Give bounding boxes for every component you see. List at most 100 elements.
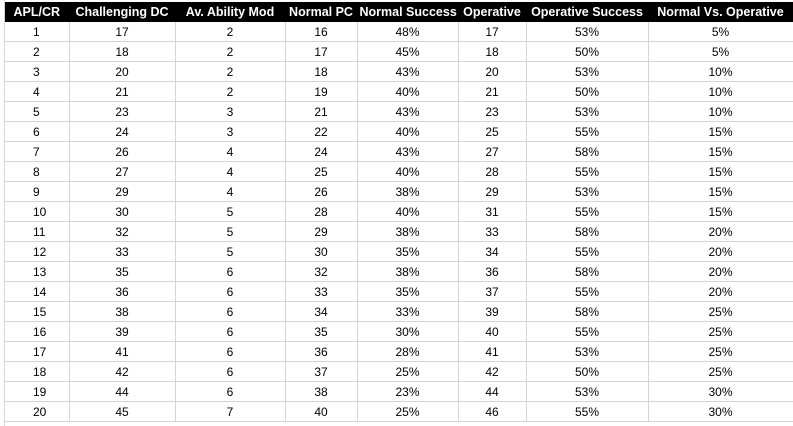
table-cell[interactable]: 58%: [526, 141, 649, 162]
table-cell[interactable]: 40%: [357, 201, 459, 222]
header-normal-success[interactable]: Normal Success: [357, 2, 459, 22]
table-cell[interactable]: 6: [175, 341, 286, 362]
table-cell[interactable]: 29: [69, 181, 176, 202]
table-cell[interactable]: 29: [285, 221, 358, 242]
table-cell[interactable]: 4: [175, 181, 286, 202]
table-cell[interactable]: 3: [5, 61, 70, 82]
table-cell[interactable]: 25%: [357, 361, 459, 382]
table-cell[interactable]: 38%: [357, 261, 459, 282]
table-cell[interactable]: 35: [69, 261, 176, 282]
table-cell[interactable]: 36: [69, 281, 176, 302]
table-cell[interactable]: 18: [285, 61, 358, 82]
table-cell[interactable]: 55%: [526, 201, 649, 222]
table-cell[interactable]: 10%: [648, 61, 793, 82]
table-cell[interactable]: 5: [175, 201, 286, 222]
table-cell[interactable]: 53%: [526, 181, 649, 202]
header-challenging-dc[interactable]: Challenging DC: [69, 2, 176, 22]
table-cell[interactable]: 42: [69, 361, 176, 382]
table-cell[interactable]: 2: [175, 81, 286, 102]
table-cell[interactable]: 6: [175, 281, 286, 302]
table-cell[interactable]: 20%: [648, 261, 793, 282]
table-cell[interactable]: 2: [5, 41, 70, 62]
table-cell[interactable]: 6: [175, 261, 286, 282]
table-cell[interactable]: 53%: [526, 341, 649, 362]
table-cell[interactable]: 30%: [648, 401, 793, 422]
table-cell[interactable]: 32: [285, 261, 358, 282]
table-cell[interactable]: 4: [175, 141, 286, 162]
table-cell[interactable]: 29: [458, 181, 527, 202]
table-cell[interactable]: 58%: [526, 301, 649, 322]
table-cell[interactable]: 3: [175, 101, 286, 122]
table-cell[interactable]: 18: [458, 41, 527, 62]
header-operative-success[interactable]: Operative Success: [526, 2, 649, 22]
table-cell[interactable]: 30%: [357, 321, 459, 342]
header-normal-vs-operative[interactable]: Normal Vs. Operative: [648, 2, 793, 22]
table-cell[interactable]: 44: [69, 381, 176, 402]
table-cell[interactable]: 17: [69, 22, 176, 42]
table-cell[interactable]: 42: [458, 361, 527, 382]
table-cell[interactable]: 25: [458, 121, 527, 142]
table-cell[interactable]: 40%: [357, 161, 459, 182]
table-cell[interactable]: 35%: [357, 281, 459, 302]
table-cell[interactable]: 15%: [648, 201, 793, 222]
table-cell[interactable]: 5%: [648, 41, 793, 62]
table-cell[interactable]: 44: [458, 381, 527, 402]
table-cell[interactable]: 6: [175, 381, 286, 402]
table-cell[interactable]: 27: [458, 141, 527, 162]
table-cell[interactable]: 5: [175, 241, 286, 262]
table-cell[interactable]: 28%: [357, 341, 459, 362]
table-cell[interactable]: 22: [285, 121, 358, 142]
table-cell[interactable]: 53%: [526, 22, 649, 42]
header-normal-pc[interactable]: Normal PC: [285, 2, 358, 22]
table-cell[interactable]: 7: [175, 401, 286, 422]
table-cell[interactable]: 38%: [357, 181, 459, 202]
table-cell[interactable]: 19: [285, 81, 358, 102]
table-cell[interactable]: 55%: [526, 161, 649, 182]
table-cell[interactable]: 18: [5, 361, 70, 382]
table-cell[interactable]: 21: [69, 81, 176, 102]
table-cell[interactable]: 43%: [357, 141, 459, 162]
table-cell[interactable]: 55%: [526, 281, 649, 302]
table-cell[interactable]: 25: [285, 161, 358, 182]
table-cell[interactable]: 36: [285, 341, 358, 362]
table-cell[interactable]: 16: [285, 22, 358, 42]
table-cell[interactable]: 23%: [357, 381, 459, 402]
table-cell[interactable]: 53%: [526, 101, 649, 122]
table-cell[interactable]: 21: [285, 101, 358, 122]
table-cell[interactable]: 43%: [357, 101, 459, 122]
table-cell[interactable]: 23: [458, 101, 527, 122]
table-cell[interactable]: 45: [69, 401, 176, 422]
table-cell[interactable]: 37: [458, 281, 527, 302]
table-cell[interactable]: 7: [5, 141, 70, 162]
table-cell[interactable]: 15%: [648, 181, 793, 202]
table-cell[interactable]: 25%: [357, 401, 459, 422]
table-cell[interactable]: 25%: [648, 341, 793, 362]
table-cell[interactable]: 14: [5, 281, 70, 302]
table-cell[interactable]: 6: [175, 361, 286, 382]
table-cell[interactable]: 12: [5, 241, 70, 262]
table-cell[interactable]: 15%: [648, 161, 793, 182]
header-ability-mod[interactable]: Av. Ability Mod: [175, 2, 286, 22]
table-cell[interactable]: 3: [175, 121, 286, 142]
table-cell[interactable]: 5: [175, 221, 286, 242]
table-cell[interactable]: 46: [458, 401, 527, 422]
table-cell[interactable]: 5%: [648, 22, 793, 42]
table-cell[interactable]: 24: [69, 121, 176, 142]
table-cell[interactable]: 55%: [526, 321, 649, 342]
table-cell[interactable]: 33: [69, 241, 176, 262]
table-cell[interactable]: 6: [175, 301, 286, 322]
table-cell[interactable]: 6: [175, 321, 286, 342]
table-cell[interactable]: 23: [69, 101, 176, 122]
table-cell[interactable]: 18: [69, 41, 176, 62]
table-cell[interactable]: 30: [285, 241, 358, 262]
table-cell[interactable]: 20%: [648, 241, 793, 262]
table-cell[interactable]: 2: [175, 41, 286, 62]
table-cell[interactable]: 34: [458, 241, 527, 262]
table-cell[interactable]: 55%: [526, 401, 649, 422]
table-cell[interactable]: 35%: [357, 241, 459, 262]
table-cell[interactable]: 50%: [526, 81, 649, 102]
table-cell[interactable]: 16: [5, 321, 70, 342]
table-cell[interactable]: 39: [69, 321, 176, 342]
table-cell[interactable]: 21: [458, 81, 527, 102]
table-cell[interactable]: 26: [285, 181, 358, 202]
